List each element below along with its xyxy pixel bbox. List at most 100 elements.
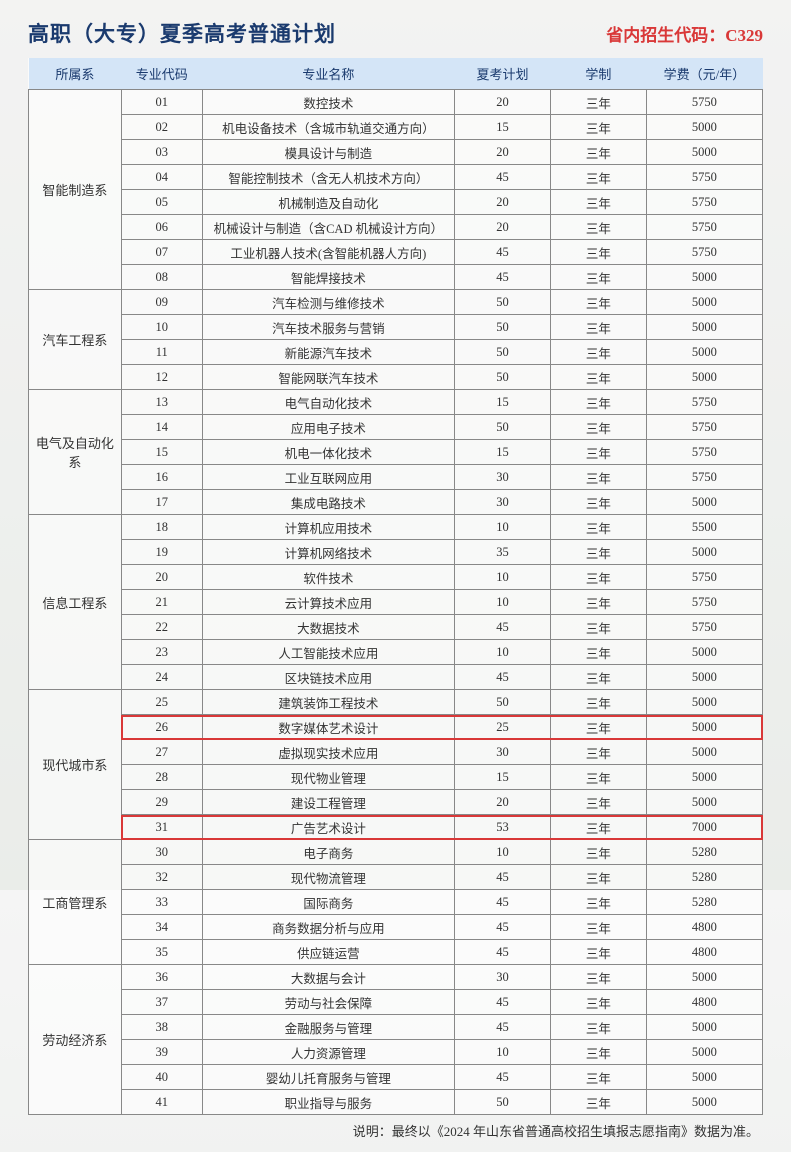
cell-fee: 5000 bbox=[646, 140, 762, 165]
cell-plan: 45 bbox=[455, 240, 551, 265]
cell-dur: 三年 bbox=[550, 765, 646, 790]
cell-name: 数字媒体艺术设计 bbox=[202, 715, 454, 740]
cell-code: 02 bbox=[121, 115, 202, 140]
table-header-row: 所属系专业代码专业名称夏考计划学制学费（元/年） bbox=[29, 58, 763, 90]
table-row: 11新能源汽车技术50三年5000 bbox=[29, 340, 763, 365]
cell-fee: 5000 bbox=[646, 1040, 762, 1065]
cell-code: 36 bbox=[121, 965, 202, 990]
cell-plan: 10 bbox=[455, 590, 551, 615]
cell-dur: 三年 bbox=[550, 1090, 646, 1115]
cell-fee: 5000 bbox=[646, 115, 762, 140]
cell-code: 13 bbox=[121, 390, 202, 415]
column-header: 夏考计划 bbox=[455, 58, 551, 90]
cell-fee: 5750 bbox=[646, 215, 762, 240]
cell-plan: 30 bbox=[455, 965, 551, 990]
cell-name: 建筑装饰工程技术 bbox=[202, 690, 454, 715]
cell-name: 人力资源管理 bbox=[202, 1040, 454, 1065]
dept-cell: 汽车工程系 bbox=[29, 290, 122, 390]
cell-dur: 三年 bbox=[550, 565, 646, 590]
cell-plan: 45 bbox=[455, 615, 551, 640]
cell-code: 34 bbox=[121, 915, 202, 940]
cell-fee: 5280 bbox=[646, 840, 762, 865]
cell-fee: 5000 bbox=[646, 790, 762, 815]
cell-code: 40 bbox=[121, 1065, 202, 1090]
cell-plan: 10 bbox=[455, 840, 551, 865]
cell-code: 31 bbox=[121, 815, 202, 840]
cell-dur: 三年 bbox=[550, 815, 646, 840]
cell-fee: 5750 bbox=[646, 590, 762, 615]
table-row: 40婴幼儿托育服务与管理45三年5000 bbox=[29, 1065, 763, 1090]
cell-name: 新能源汽车技术 bbox=[202, 340, 454, 365]
cell-dur: 三年 bbox=[550, 1040, 646, 1065]
cell-code: 03 bbox=[121, 140, 202, 165]
cell-fee: 5750 bbox=[646, 615, 762, 640]
page-title: 高职（大专）夏季高考普通计划 bbox=[28, 18, 336, 48]
table-row: 22大数据技术45三年5750 bbox=[29, 615, 763, 640]
cell-code: 07 bbox=[121, 240, 202, 265]
cell-plan: 45 bbox=[455, 890, 551, 915]
cell-code: 19 bbox=[121, 540, 202, 565]
cell-dur: 三年 bbox=[550, 890, 646, 915]
cell-code: 22 bbox=[121, 615, 202, 640]
cell-plan: 30 bbox=[455, 465, 551, 490]
cell-dur: 三年 bbox=[550, 690, 646, 715]
table-row: 26数字媒体艺术设计25三年5000 bbox=[29, 715, 763, 740]
cell-dur: 三年 bbox=[550, 915, 646, 940]
cell-name: 电气自动化技术 bbox=[202, 390, 454, 415]
cell-code: 41 bbox=[121, 1090, 202, 1115]
table-row: 17集成电路技术30三年5000 bbox=[29, 490, 763, 515]
cell-fee: 5750 bbox=[646, 240, 762, 265]
cell-dur: 三年 bbox=[550, 590, 646, 615]
table-row: 20软件技术10三年5750 bbox=[29, 565, 763, 590]
cell-dur: 三年 bbox=[550, 140, 646, 165]
cell-plan: 45 bbox=[455, 165, 551, 190]
cell-code: 25 bbox=[121, 690, 202, 715]
cell-code: 10 bbox=[121, 315, 202, 340]
cell-plan: 35 bbox=[455, 540, 551, 565]
cell-name: 金融服务与管理 bbox=[202, 1015, 454, 1040]
table-row: 16工业互联网应用30三年5750 bbox=[29, 465, 763, 490]
dept-cell: 智能制造系 bbox=[29, 90, 122, 290]
cell-code: 15 bbox=[121, 440, 202, 465]
table-row: 28现代物业管理15三年5000 bbox=[29, 765, 763, 790]
cell-fee: 5750 bbox=[646, 565, 762, 590]
cell-plan: 15 bbox=[455, 390, 551, 415]
cell-code: 09 bbox=[121, 290, 202, 315]
cell-fee: 5750 bbox=[646, 190, 762, 215]
cell-dur: 三年 bbox=[550, 315, 646, 340]
cell-plan: 20 bbox=[455, 140, 551, 165]
table-row: 信息工程系18计算机应用技术10三年5500 bbox=[29, 515, 763, 540]
cell-name: 劳动与社会保障 bbox=[202, 990, 454, 1015]
cell-fee: 5000 bbox=[646, 640, 762, 665]
cell-code: 28 bbox=[121, 765, 202, 790]
cell-fee: 5280 bbox=[646, 865, 762, 890]
cell-dur: 三年 bbox=[550, 415, 646, 440]
cell-plan: 45 bbox=[455, 940, 551, 965]
table-row: 33国际商务45三年5280 bbox=[29, 890, 763, 915]
cell-code: 38 bbox=[121, 1015, 202, 1040]
table-row: 劳动经济系36大数据与会计30三年5000 bbox=[29, 965, 763, 990]
cell-name: 汽车检测与维修技术 bbox=[202, 290, 454, 315]
table-row: 27虚拟现实技术应用30三年5000 bbox=[29, 740, 763, 765]
table-row: 汽车工程系09汽车检测与维修技术50三年5000 bbox=[29, 290, 763, 315]
cell-dur: 三年 bbox=[550, 440, 646, 465]
cell-name: 集成电路技术 bbox=[202, 490, 454, 515]
cell-code: 20 bbox=[121, 565, 202, 590]
column-header: 学制 bbox=[550, 58, 646, 90]
column-header: 专业代码 bbox=[121, 58, 202, 90]
cell-code: 16 bbox=[121, 465, 202, 490]
cell-plan: 20 bbox=[455, 190, 551, 215]
cell-plan: 50 bbox=[455, 290, 551, 315]
cell-dur: 三年 bbox=[550, 1015, 646, 1040]
cell-dur: 三年 bbox=[550, 615, 646, 640]
table-row: 工商管理系30电子商务10三年5280 bbox=[29, 840, 763, 865]
table-row: 10汽车技术服务与营销50三年5000 bbox=[29, 315, 763, 340]
cell-dur: 三年 bbox=[550, 165, 646, 190]
cell-plan: 20 bbox=[455, 790, 551, 815]
cell-dur: 三年 bbox=[550, 240, 646, 265]
cell-name: 工业机器人技术(含智能机器人方向) bbox=[202, 240, 454, 265]
enrollment-code: 省内招生代码：C329 bbox=[606, 21, 763, 46]
cell-code: 26 bbox=[121, 715, 202, 740]
cell-name: 大数据技术 bbox=[202, 615, 454, 640]
cell-code: 12 bbox=[121, 365, 202, 390]
